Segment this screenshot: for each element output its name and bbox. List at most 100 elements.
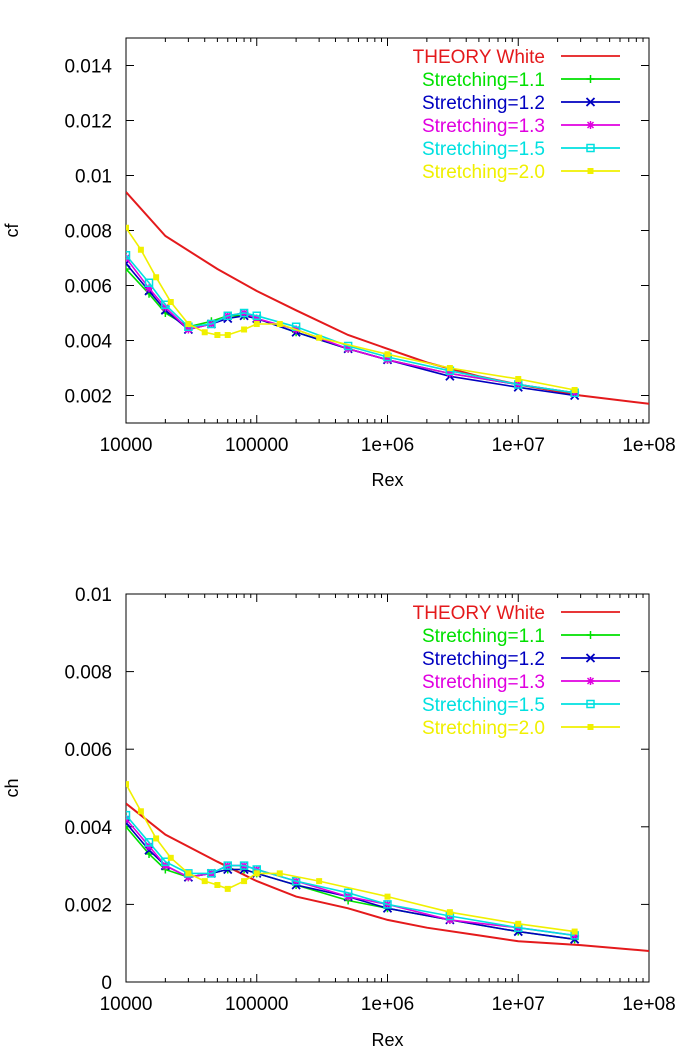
data-point: [161, 857, 170, 866]
data-point: [515, 920, 522, 927]
y-tick-label: 0.014: [64, 57, 112, 78]
data-point: [207, 869, 216, 878]
data-point: [239, 308, 249, 318]
legend-marker: [587, 168, 594, 174]
legend: THEORY WhiteStretching=1.1Stretching=1.2…: [413, 47, 620, 183]
legend-label: Stretching=2.0: [422, 718, 545, 739]
x-tick-label: 1e+07: [492, 435, 545, 456]
data-point: [383, 900, 392, 909]
x-tick-label: 10000: [100, 435, 153, 456]
x-tick-label: 10000: [100, 994, 153, 1015]
y-tick-label: 0.004: [64, 332, 112, 353]
data-point: [126, 810, 131, 820]
data-point: [223, 311, 232, 320]
legend-label: Stretching=1.2: [422, 93, 545, 114]
y-tick-label: 0.002: [64, 895, 112, 916]
series-6: [126, 781, 578, 935]
series-line: [126, 268, 575, 394]
legend: THEORY WhiteStretching=1.1Stretching=1.2…: [413, 603, 620, 739]
legend-marker: [586, 121, 595, 129]
x-tick-label: 100000: [225, 994, 288, 1015]
data-point: [144, 278, 154, 287]
x-tick-label: 1e+07: [492, 994, 545, 1015]
data-point: [126, 224, 129, 231]
x-tick-label: 1e+08: [622, 994, 675, 1015]
series-line: [126, 191, 649, 405]
series-line: [126, 818, 575, 937]
series-group: [126, 191, 649, 405]
data-point: [384, 351, 391, 358]
data-point: [153, 835, 160, 842]
data-point: [515, 376, 522, 382]
data-point: [145, 284, 154, 293]
y-tick-label: 0.01: [75, 167, 112, 188]
plot-frame: [125, 37, 650, 424]
data-point: [241, 326, 248, 333]
chart-panel-1: 10000 100000 1e+06 1e+07 1e+08Rex0.0020.0040…: [2, 37, 676, 490]
data-point: [571, 928, 578, 935]
data-point: [276, 870, 283, 877]
x-tick-label: 100000: [225, 435, 288, 456]
legend-label: Stretching=1.1: [422, 626, 545, 647]
data-point: [126, 265, 130, 273]
data-point: [223, 861, 232, 870]
data-point: [571, 387, 578, 393]
y-axis-label: ch: [2, 778, 22, 797]
data-point: [184, 869, 193, 878]
y-tick-label: 0.012: [64, 112, 112, 133]
data-point: [207, 319, 216, 329]
series-line: [126, 227, 575, 391]
data-point: [126, 251, 131, 260]
series-5: [126, 810, 579, 940]
data-point: [214, 332, 221, 338]
y-axis: 0.002 0.004 0.006 0.008 0.01 0.012 0.014 cf: [2, 57, 649, 408]
data-point: [252, 311, 261, 320]
data-point: [239, 861, 249, 870]
x-axis-label: Rex: [371, 470, 403, 490]
series-line: [126, 262, 575, 397]
y-tick-label: 0.002: [64, 387, 112, 408]
data-point: [384, 893, 391, 900]
legend-marker: [587, 724, 594, 730]
legend-label: THEORY White: [413, 603, 545, 624]
legend-marker: [585, 97, 596, 107]
chart-panel-2: 10000 100000 1e+06 1e+07 1e+08 Rex 0 0.002 0.004…: [2, 585, 676, 1050]
data-point: [316, 334, 323, 341]
data-point: [316, 878, 323, 885]
data-point: [126, 781, 129, 788]
legend-label: Stretching=1.5: [422, 695, 545, 716]
x-tick-label: 1e+06: [361, 994, 414, 1015]
data-point: [253, 321, 260, 327]
legend-marker: [586, 699, 595, 709]
plot-frame: [125, 593, 650, 983]
legend-label: Stretching=1.5: [422, 139, 545, 160]
y-tick-label: 0: [101, 973, 112, 994]
legend-label: Stretching=2.0: [422, 162, 545, 183]
data-point: [185, 321, 192, 327]
data-point: [185, 870, 192, 877]
data-point: [291, 876, 301, 886]
x-tick-label: 1e+08: [622, 435, 675, 456]
legend-marker: [586, 143, 595, 153]
data-point: [126, 818, 131, 828]
series-line: [126, 257, 575, 394]
data-point: [144, 838, 154, 847]
legend-label: Stretching=1.1: [422, 70, 545, 91]
y-tick-label: 0.006: [64, 740, 112, 761]
series-group: [126, 781, 649, 952]
legend-label: Stretching=1.3: [422, 116, 545, 137]
legend-marker: [586, 677, 595, 685]
legend-label: Stretching=1.2: [422, 649, 545, 670]
y-tick-label: 0.008: [64, 222, 112, 243]
data-point: [167, 854, 174, 861]
series-line: [126, 783, 575, 933]
y-tick-label: 0.008: [64, 663, 112, 684]
data-point: [137, 808, 144, 815]
y-axis-label: cf: [2, 223, 22, 238]
x-axis: 10000 100000 1e+06 1e+07 1e+08 Rex: [100, 38, 676, 490]
data-point: [201, 878, 208, 885]
y-tick-label: 0.006: [64, 277, 112, 298]
y-tick-label: 0.004: [64, 818, 112, 839]
x-tick-label: 1e+06: [361, 435, 414, 456]
